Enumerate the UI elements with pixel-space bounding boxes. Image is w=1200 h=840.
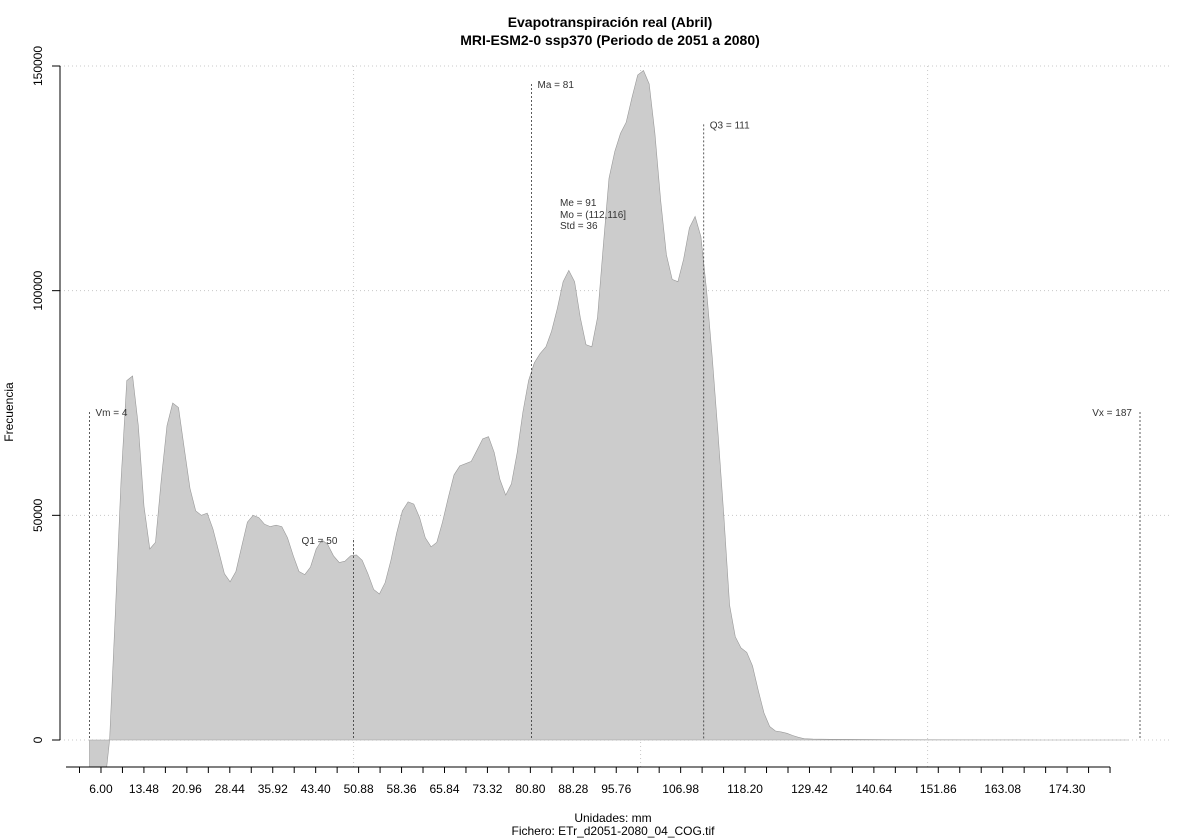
marker-label: Vm = 4 <box>96 408 128 419</box>
file-caption: Fichero: ETr_d2051-2080_04_COG.tif <box>512 824 716 838</box>
x-tick-label: 95.76 <box>601 782 631 796</box>
y-tick-label: 0 <box>31 736 45 743</box>
x-tick-label: 118.20 <box>727 782 763 796</box>
marker-label: Q3 = 111 <box>710 120 750 131</box>
annotations: Vm = 4 Q1 = 50 Ma = 81 Q3 = 111 Vx = 187 <box>89 80 1141 740</box>
x-axis-title: Unidades: mm <box>574 811 651 825</box>
x-tick-label: 129.42 <box>791 782 828 796</box>
x-tick-label: 50.88 <box>344 782 374 796</box>
axes: 0 50000 100000 150000 6.00 13.48 20.96 28.44 35.… <box>31 46 1111 796</box>
x-tick-label: 43.40 <box>301 782 331 796</box>
marker-label: Q1 = 50 <box>302 536 338 547</box>
x-tick-label: 106.98 <box>662 782 699 796</box>
y-axis-title: Frecuencia <box>2 382 16 442</box>
x-tick-label: 65.84 <box>429 782 459 796</box>
density-area-fill <box>89 70 1129 768</box>
stats-mean: Me = 91 <box>560 198 597 209</box>
x-tick-label: 80.80 <box>515 782 545 796</box>
x-tick-label: 163.08 <box>984 782 1021 796</box>
chart-title: Evapotranspiración real (Abril) <box>508 14 713 30</box>
x-tick-label: 73.32 <box>472 782 502 796</box>
y-tick-label: 150000 <box>31 46 45 86</box>
y-tick-label: 50000 <box>31 498 45 532</box>
x-tick-label: 174.30 <box>1049 782 1086 796</box>
marker-label: Vx = 187 <box>1092 408 1132 419</box>
x-tick-label: 35.92 <box>258 782 288 796</box>
x-tick-label: 20.96 <box>172 782 202 796</box>
stats-std: Std = 36 <box>560 221 598 232</box>
y-tick-label: 100000 <box>31 270 45 310</box>
x-tick-label: 140.64 <box>856 782 893 796</box>
chart-subtitle: MRI-ESM2-0 ssp370 (Periodo de 2051 a 208… <box>460 32 760 48</box>
marker-label: Ma = 81 <box>538 80 575 91</box>
x-tick-label: 58.36 <box>387 782 417 796</box>
x-tick-label: 6.00 <box>89 782 113 796</box>
x-tick-label: 151.86 <box>920 782 957 796</box>
x-tick-label: 28.44 <box>215 782 245 796</box>
x-tick-label: 88.28 <box>558 782 588 796</box>
density-area <box>89 70 1129 768</box>
stats-mode: Mo = (112,116] <box>560 210 626 221</box>
x-tick-label: 13.48 <box>129 782 159 796</box>
